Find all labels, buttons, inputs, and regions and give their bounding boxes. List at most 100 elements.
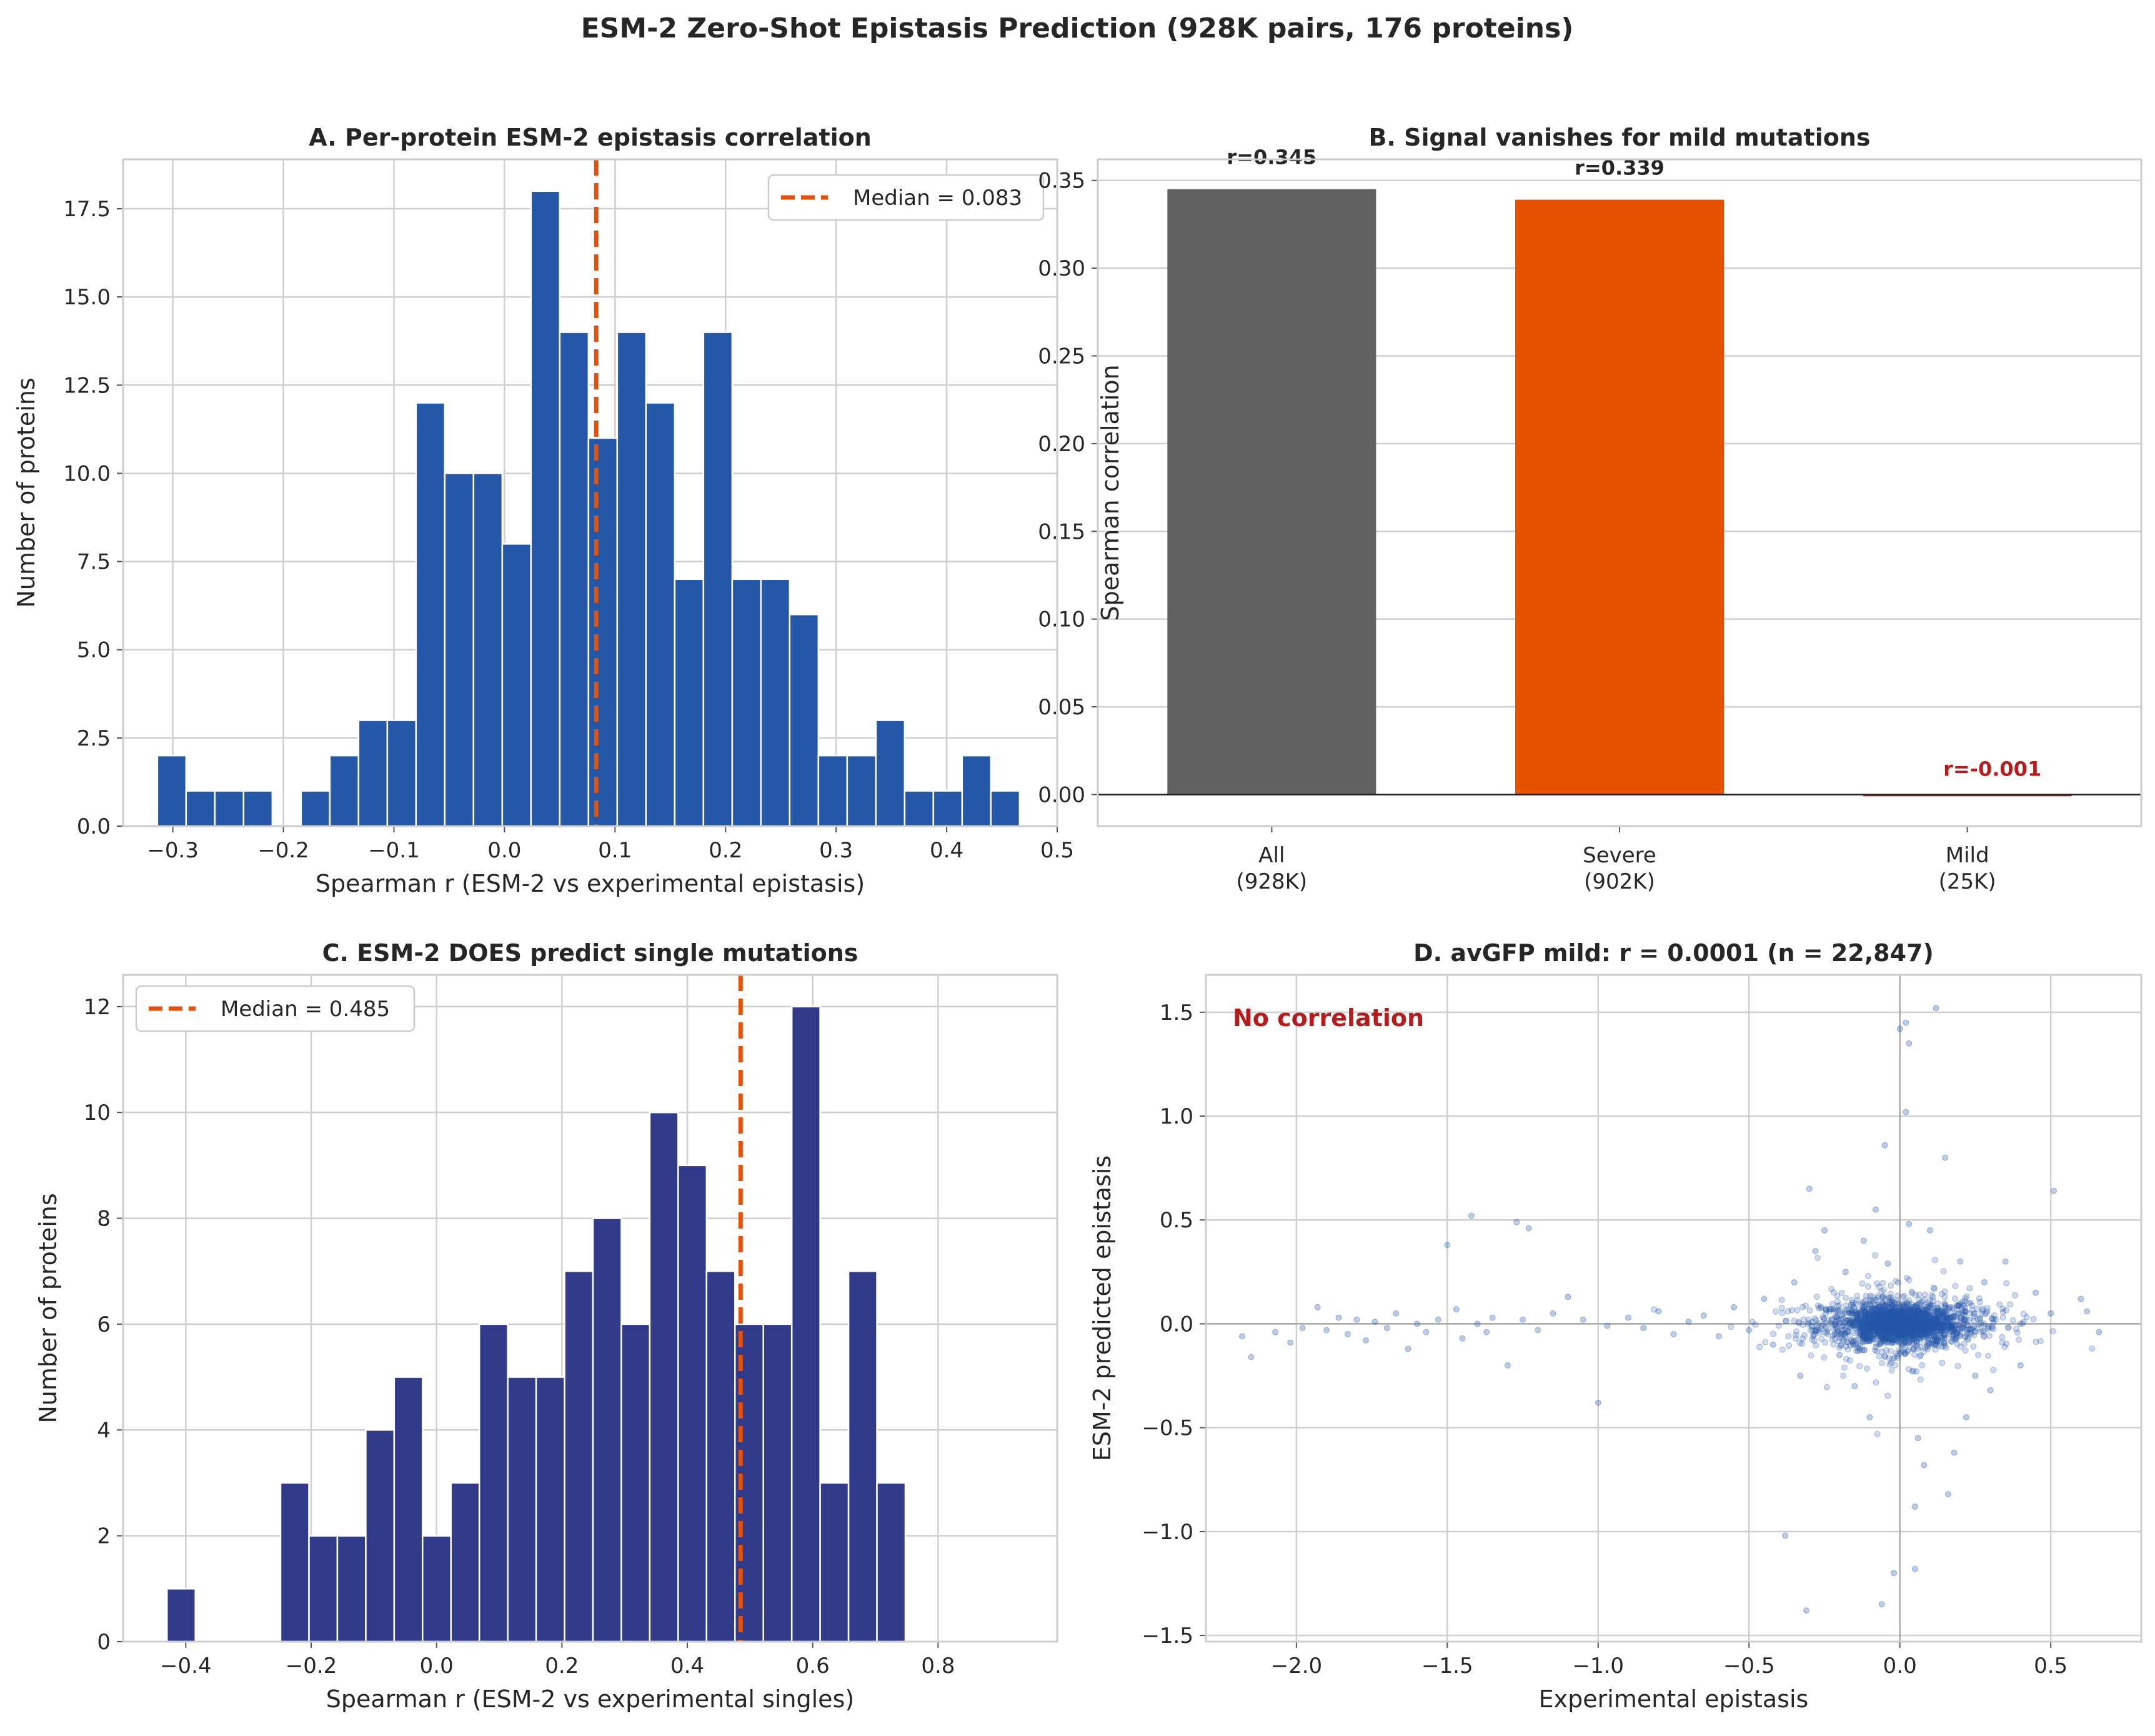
scatter-point bbox=[1756, 1344, 1763, 1350]
scatter-point bbox=[1914, 1324, 1921, 1330]
scatter-point bbox=[1899, 1325, 1906, 1332]
scatter-point bbox=[1931, 1337, 1938, 1344]
scatter-point bbox=[1866, 1309, 1873, 1315]
scatter-point bbox=[1876, 1322, 1883, 1329]
scatter-point bbox=[1885, 1325, 1892, 1332]
scatter-point bbox=[1864, 1272, 1871, 1279]
scatter-point bbox=[1986, 1332, 1993, 1339]
scatter-point bbox=[1861, 1310, 1868, 1317]
scatter-point bbox=[1831, 1321, 1838, 1328]
scatter-point bbox=[1878, 1323, 1884, 1330]
scatter-point bbox=[1913, 1314, 1919, 1320]
scatter-point bbox=[1867, 1324, 1874, 1330]
scatter-point bbox=[1872, 1322, 1879, 1329]
scatter-point bbox=[1867, 1337, 1874, 1344]
panel-title: A. Per-protein ESM-2 epistasis correlati… bbox=[309, 124, 872, 151]
scatter-point bbox=[1873, 1310, 1880, 1317]
scatter-point bbox=[1923, 1322, 1930, 1329]
scatter-point bbox=[1939, 1324, 1946, 1330]
y-axis-label: Spearman correlation bbox=[1097, 364, 1124, 621]
scatter-point bbox=[1904, 1339, 1911, 1346]
scatter-point bbox=[1891, 1308, 1898, 1315]
scatter-point bbox=[2078, 1295, 2084, 1302]
scatter-point bbox=[1891, 1329, 1898, 1335]
scatter-point bbox=[1839, 1335, 1846, 1342]
scatter-point bbox=[1806, 1185, 1813, 1192]
scatter-point bbox=[1655, 1308, 1662, 1315]
scatter-point bbox=[1873, 1322, 1879, 1329]
histogram-bar bbox=[846, 754, 877, 827]
scatter-point bbox=[1931, 1333, 1938, 1340]
scatter-point bbox=[1934, 1309, 1941, 1315]
scatter-point bbox=[1911, 1351, 1918, 1358]
scatter-point bbox=[1930, 1342, 1937, 1349]
scatter-point bbox=[1863, 1331, 1870, 1338]
scatter-point bbox=[2013, 1325, 2019, 1332]
scatter-point bbox=[1889, 1320, 1896, 1327]
scatter-point bbox=[1808, 1319, 1815, 1325]
scatter-point bbox=[1913, 1314, 1920, 1320]
scatter-point bbox=[1809, 1337, 1816, 1344]
scatter-point bbox=[1883, 1318, 1890, 1325]
scatter-point bbox=[1866, 1298, 1873, 1305]
scatter-point bbox=[1921, 1310, 1928, 1317]
scatter-point bbox=[1974, 1325, 1981, 1332]
scatter-point bbox=[2017, 1320, 2024, 1327]
scatter-point bbox=[1917, 1324, 1924, 1331]
scatter-point bbox=[1915, 1309, 1922, 1316]
scatter-point bbox=[1863, 1313, 1870, 1320]
scatter-point bbox=[1801, 1332, 1808, 1339]
scatter-point bbox=[1908, 1315, 1915, 1322]
scatter-point bbox=[1898, 1329, 1904, 1335]
scatter-point bbox=[1987, 1387, 1994, 1394]
bar-value-label: r=-0.001 bbox=[1943, 757, 2041, 781]
scatter-point bbox=[1932, 1323, 1939, 1330]
scatter-point bbox=[1918, 1317, 1924, 1324]
scatter-point bbox=[1876, 1326, 1883, 1333]
x-tick-label: −0.4 bbox=[160, 1654, 212, 1679]
scatter-point bbox=[1918, 1316, 1924, 1323]
scatter-point bbox=[1762, 1339, 1769, 1345]
scatter-point bbox=[1920, 1310, 1927, 1317]
scatter-point bbox=[1991, 1312, 1998, 1319]
scatter-point bbox=[1849, 1302, 1856, 1309]
scatter-point bbox=[1979, 1322, 1986, 1329]
scatter-point bbox=[1796, 1339, 1803, 1346]
scatter-point bbox=[1838, 1289, 1845, 1296]
scatter-point bbox=[1859, 1335, 1866, 1342]
scatter-point bbox=[1888, 1367, 1895, 1374]
scatter-point bbox=[1938, 1334, 1944, 1341]
scatter-point bbox=[1901, 1314, 1908, 1320]
scatter-point bbox=[1889, 1302, 1896, 1309]
scatter-point bbox=[1871, 1347, 1878, 1354]
scatter-point bbox=[1851, 1304, 1858, 1311]
histogram-bar bbox=[760, 578, 791, 827]
scatter-point bbox=[1911, 1303, 1918, 1310]
scatter-point bbox=[1868, 1333, 1874, 1340]
scatter-point bbox=[1840, 1331, 1847, 1338]
scatter-point bbox=[1344, 1331, 1351, 1338]
scatter-point bbox=[1942, 1304, 1949, 1311]
histogram-bar bbox=[365, 1429, 396, 1643]
scatter-point bbox=[1335, 1314, 1342, 1321]
scatter-point bbox=[1891, 1299, 1898, 1306]
scatter-point bbox=[1825, 1317, 1832, 1324]
scatter-point bbox=[1786, 1342, 1793, 1349]
scatter-point bbox=[1970, 1310, 1977, 1317]
scatter-point bbox=[1794, 1307, 1801, 1314]
scatter-point bbox=[1879, 1294, 1886, 1301]
scatter-point bbox=[1902, 1350, 1909, 1357]
scatter-point bbox=[1900, 1307, 1907, 1314]
scatter-point bbox=[1939, 1312, 1946, 1319]
scatter-point bbox=[1979, 1307, 1986, 1314]
scatter-point bbox=[1785, 1333, 1792, 1340]
histogram-bar bbox=[875, 719, 906, 827]
scatter-point bbox=[1287, 1339, 1294, 1346]
scatter-point bbox=[1910, 1324, 1917, 1330]
scatter-point bbox=[1795, 1319, 1802, 1325]
scatter-point bbox=[1837, 1319, 1844, 1326]
scatter-point bbox=[1893, 1297, 1899, 1304]
y-tick-label: 0.0 bbox=[77, 814, 111, 839]
scatter-point bbox=[1921, 1314, 1928, 1320]
scatter-point bbox=[2050, 1187, 2057, 1194]
